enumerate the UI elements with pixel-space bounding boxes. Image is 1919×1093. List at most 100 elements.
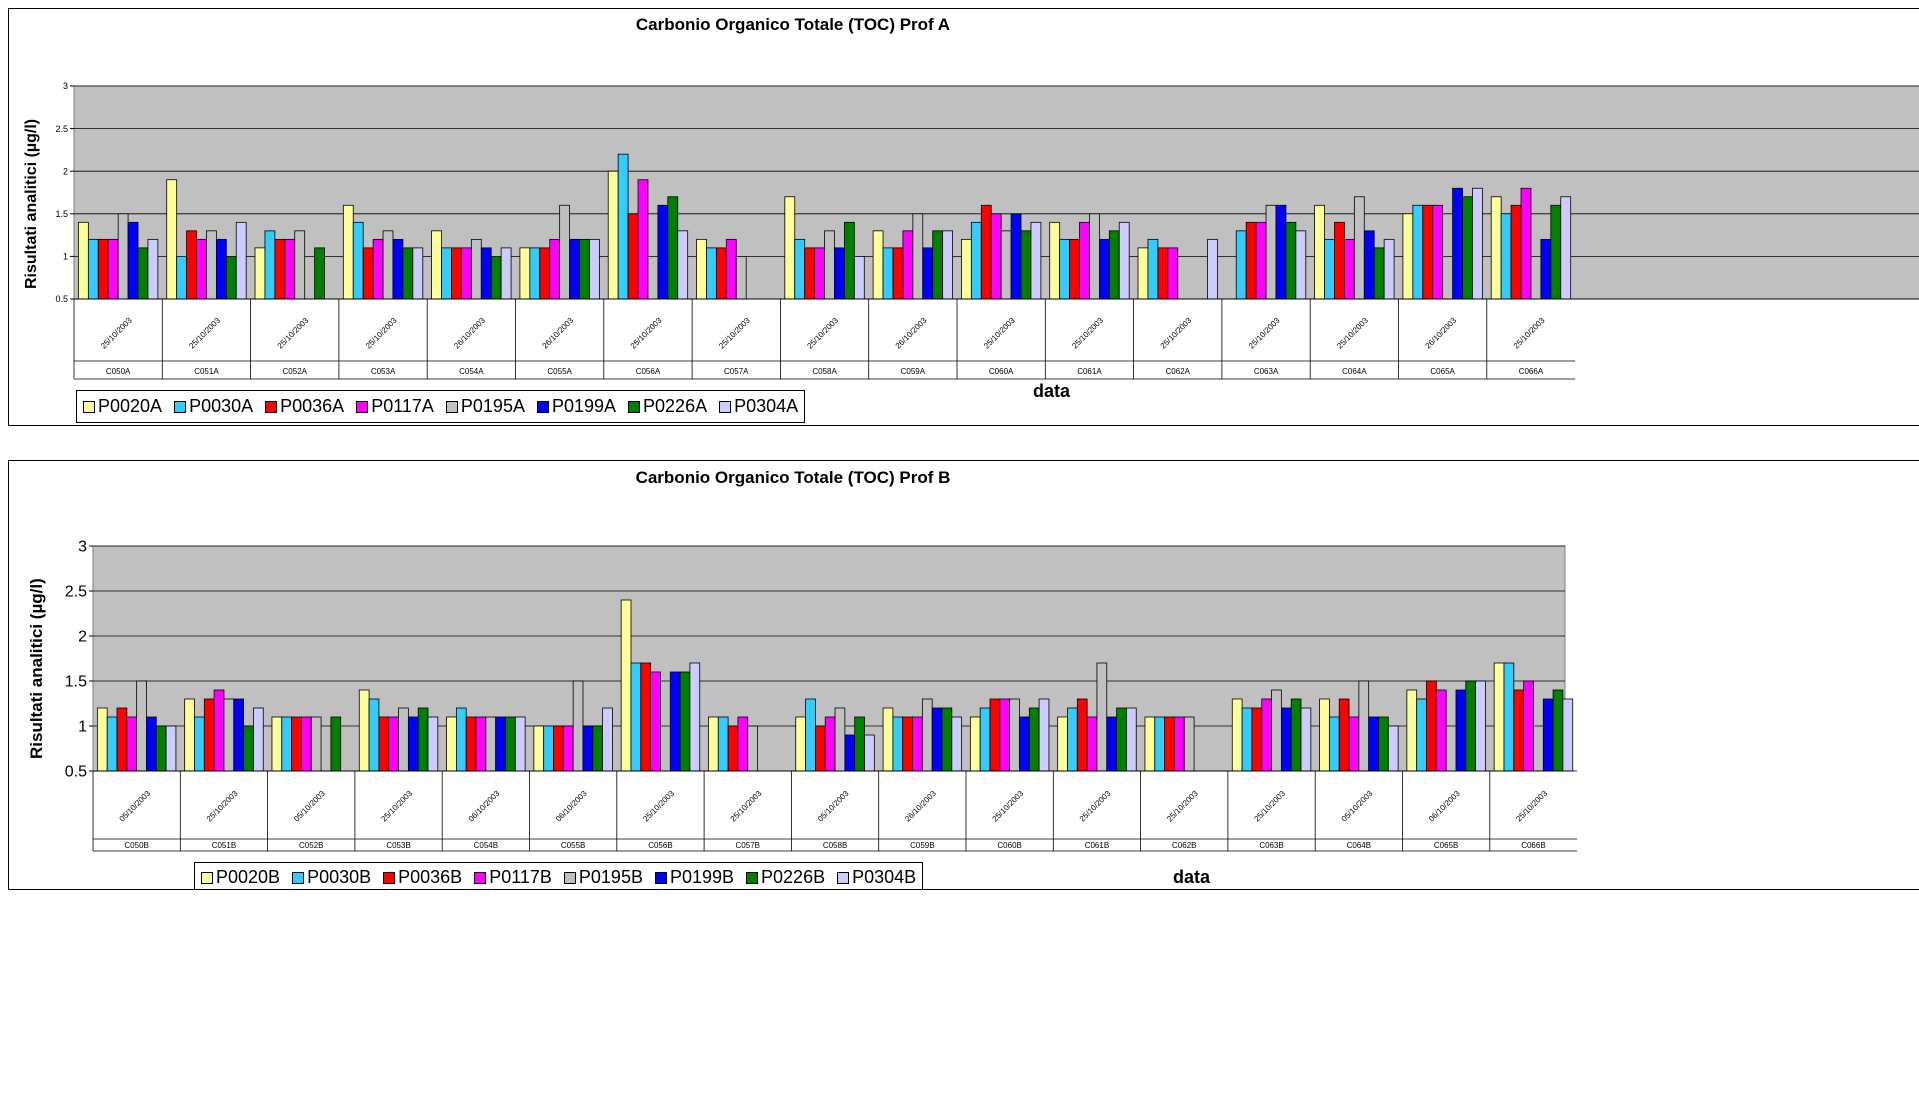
y-tick-label: 3	[63, 81, 68, 91]
category-label: C055B	[561, 841, 585, 850]
bar-P0036A-C061A	[1069, 238, 1080, 300]
bar-P0226A-C063A	[1285, 221, 1297, 300]
legend-item: P0195A	[440, 396, 525, 417]
bar-P0030A-C050A	[87, 238, 99, 300]
bar-P0020A-C051A	[166, 179, 178, 300]
bar-P0117B-C056B	[650, 671, 661, 772]
date-tick-label: 25/10/2003	[1078, 789, 1113, 824]
bar-P0304A-C053A	[412, 247, 424, 300]
category-label: C051B	[212, 841, 236, 850]
bar-P0304A-C060A	[1030, 221, 1042, 300]
category-label: C056A	[636, 367, 661, 376]
bar-P0030A-C056A	[617, 153, 629, 300]
bar-P0195A-C055A	[559, 204, 570, 300]
bar-P0117B-C061B	[1086, 716, 1098, 772]
bar-P0036B-C051B	[203, 698, 215, 772]
date-tick-label: 05/10/2003	[816, 789, 851, 824]
bar-P0030A-C063A	[1235, 230, 1247, 300]
y-tick-label: 2	[63, 166, 68, 176]
bar-P0020A-C052A	[254, 247, 266, 300]
bar-P0030B-C053B	[368, 698, 380, 772]
bar-P0226B-C053B	[417, 707, 429, 772]
bar-P0030B-C066B	[1503, 662, 1515, 772]
bar-P0226B-C055B	[592, 725, 604, 772]
legend-swatch	[356, 400, 369, 413]
date-tick-label: 25/10/2003	[99, 316, 134, 351]
y-tick-label: 1	[78, 719, 87, 736]
category-label: C057A	[724, 367, 749, 376]
bar-P0226B-C061B	[1116, 707, 1127, 772]
bar-P0195A-C061A	[1089, 213, 1100, 300]
category-label: C050B	[124, 841, 148, 850]
date-tick-label: 25/10/2003	[1335, 316, 1370, 351]
x-axis-title-b: data	[1173, 867, 1211, 887]
category-label: C066B	[1521, 841, 1545, 850]
bar-P0030A-C051A	[176, 255, 187, 300]
legend-swatch	[83, 400, 95, 413]
date-tick-label: 25/10/2003	[276, 316, 311, 351]
date-tick-label: 06/10/2003	[467, 789, 502, 824]
chart-svg-a: 0.5 1 1.5 2 2.5 3 25/10/2003 C050A 25/10/2003 C05…	[55, 81, 1919, 380]
bar-P0030A-C052A	[264, 230, 276, 300]
bar-P0030A-C054A	[441, 247, 452, 300]
bar-P0117A-C062A	[1167, 247, 1179, 300]
date-tick-label: 06/10/2003	[1427, 789, 1462, 824]
bar-P0226A-C060A	[1020, 230, 1032, 300]
bar-P0020A-C056A	[607, 170, 619, 300]
bar-P0199A-C064A	[1363, 230, 1375, 300]
bar-P0020A-C053A	[342, 204, 354, 300]
bar-P0304B-C061B	[1126, 707, 1137, 772]
date-tick-label: 25/10/2003	[379, 789, 414, 824]
date-tick-label: 25/10/2003	[1159, 316, 1194, 351]
date-tick-label: 05/10/2003	[1340, 789, 1375, 824]
bar-P0226A-C066A	[1550, 204, 1562, 300]
bar-P0020B-C062B	[1144, 716, 1156, 772]
legend-swatch	[174, 400, 187, 413]
category-label: C063A	[1254, 367, 1279, 376]
bar-P0117B-C060B	[999, 698, 1011, 772]
bar-P0030A-C066A	[1500, 213, 1512, 300]
date-tick-label: 25/10/2003	[205, 789, 240, 824]
legend-item: P0020B	[195, 867, 280, 888]
bar-P0030A-C058A	[794, 238, 806, 300]
bar-P0117A-C054A	[461, 247, 472, 300]
bar-P0304B-C053B	[427, 716, 439, 772]
legend-swatch	[474, 871, 487, 884]
bar-P0226B-C064B	[1378, 716, 1389, 772]
bar-P0030A-C064A	[1324, 238, 1335, 300]
date-tick-label: 25/10/2003	[1070, 316, 1105, 351]
bar-P0020B-C057B	[708, 716, 719, 772]
bar-P0030B-C064B	[1328, 716, 1340, 772]
bar-P0030A-C060A	[970, 221, 982, 300]
bar-P0304A-C050A	[147, 238, 159, 300]
legend-item: P0117A	[350, 396, 434, 417]
bar-P0199B-C051B	[233, 698, 244, 772]
bar-P0117B-C065B	[1435, 689, 1447, 772]
bar-P0199B-C050B	[146, 716, 157, 772]
bar-P0199B-C056B	[669, 671, 681, 772]
bar-P0117A-C053A	[372, 238, 384, 300]
legend-label: P0020B	[216, 867, 281, 887]
bar-P0030A-C065A	[1412, 204, 1424, 300]
bar-P0020B-C060B	[969, 716, 981, 772]
bar-P0036B-C065B	[1426, 680, 1437, 772]
category-label: C063B	[1259, 841, 1283, 850]
category-label: C061B	[1085, 841, 1109, 850]
legend-label: P0020A	[98, 396, 163, 416]
bar-P0226B-C051B	[243, 725, 254, 772]
bar-P0195A-C060A	[1000, 230, 1012, 300]
bar-P0036A-C058A	[804, 247, 816, 300]
bar-P0117A-C056A	[637, 179, 649, 300]
date-tick-label: 25/10/2003	[717, 316, 752, 351]
bar-P0020B-C056B	[620, 599, 632, 772]
y-axis-title-b: Risultati analitici (µg/l)	[27, 578, 46, 759]
bar-P0195B-C063B	[1271, 689, 1282, 772]
legend-item: P0195B	[558, 867, 643, 888]
bar-P0304B-C064B	[1387, 725, 1399, 772]
category-label: C059A	[901, 367, 926, 376]
bar-P0117B-C055B	[562, 725, 574, 772]
bar-P0195B-C062B	[1183, 716, 1195, 772]
bar-P0117A-C063A	[1255, 221, 1267, 300]
bar-P0030A-C055A	[529, 247, 541, 300]
legend-label: P0304A	[734, 396, 799, 416]
